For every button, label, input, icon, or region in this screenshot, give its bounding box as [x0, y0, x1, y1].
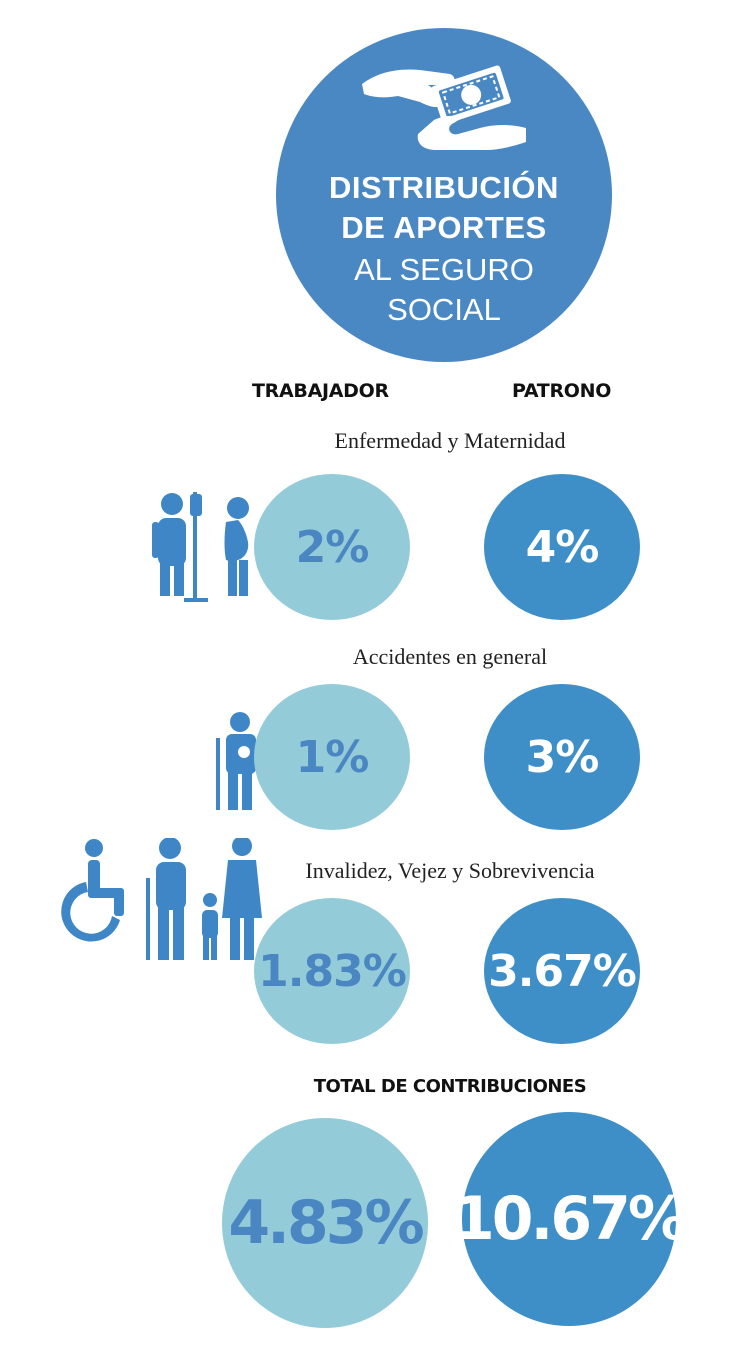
header-title-line4: SOCIAL — [387, 292, 501, 327]
employer-circle-total: 10.67% — [453, 1112, 688, 1326]
section-title-invalidez: Invalidez, Vejez y Sobrevivencia — [305, 858, 595, 883]
worker-circle-total: 4.83% — [222, 1118, 428, 1328]
employer-circle-accidentes: 3% — [484, 684, 640, 830]
employer-circle-enfermedad: 4% — [484, 474, 640, 620]
patient-pregnant-icon — [138, 464, 256, 614]
employer-circle-invalidez: 3.67% — [484, 898, 640, 1044]
employer-pct-total: 10.67% — [453, 1184, 688, 1254]
header-title-line1: DISTRIBUCIÓN — [329, 170, 559, 205]
injured-person-icon — [214, 708, 258, 816]
worker-circle-accidentes: 1% — [254, 684, 410, 830]
worker-circle-enfermedad: 2% — [254, 474, 410, 620]
money-hands-icon — [358, 54, 530, 158]
section-title-enfermedad: Enfermedad y Maternidad — [334, 428, 566, 453]
header-title-line2: DE APORTES — [341, 210, 547, 245]
section-title-accidentes: Accidentes en general — [352, 644, 548, 669]
column-header-worker: TRABAJADOR — [252, 380, 389, 402]
column-header-employer: PATRONO — [512, 380, 612, 402]
total-label: TOTAL DE CONTRIBUCIONES — [313, 1076, 587, 1097]
employer-pct-accidentes: 3% — [525, 731, 600, 783]
worker-pct-accidentes: 1% — [295, 731, 370, 783]
worker-pct-total: 4.83% — [228, 1188, 424, 1258]
header-title-line3: AL SEGURO — [354, 252, 534, 287]
employer-pct-invalidez: 3.67% — [488, 945, 637, 997]
worker-circle-invalidez: 1.83% — [254, 898, 410, 1044]
employer-pct-enfermedad: 4% — [525, 521, 600, 573]
worker-pct-invalidez: 1.83% — [258, 945, 407, 997]
disability-elderly-family-icon — [58, 838, 264, 1030]
worker-pct-enfermedad: 2% — [295, 521, 370, 573]
